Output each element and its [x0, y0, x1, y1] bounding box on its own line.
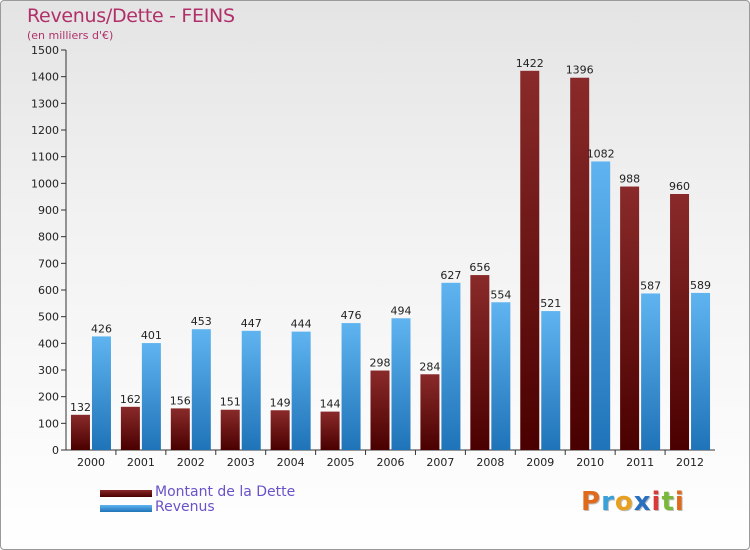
data-label-revenue: 444	[291, 318, 312, 331]
bar-debt	[120, 406, 140, 450]
y-tick-label: 800	[38, 231, 59, 244]
data-label-revenue: 554	[490, 288, 511, 301]
data-label-debt: 144	[320, 398, 341, 411]
y-tick-label: 100	[38, 417, 59, 430]
data-label-revenue: 589	[690, 279, 711, 292]
bar-debt	[420, 374, 440, 450]
bar-revenue	[91, 336, 111, 450]
y-tick-label: 1200	[31, 124, 59, 137]
bar-revenue	[541, 311, 561, 450]
bar-revenue	[191, 329, 211, 450]
y-tick-label: 1100	[31, 151, 59, 164]
logo-letter: i	[674, 487, 685, 517]
y-tick-label: 600	[38, 284, 59, 297]
bar-debt	[220, 409, 240, 450]
y-tick-label: 1400	[31, 71, 59, 84]
y-tick-label: 1000	[31, 177, 59, 190]
y-tick-label: 300	[38, 364, 59, 377]
data-label-debt: 284	[419, 360, 440, 373]
data-label-debt: 656	[469, 261, 490, 274]
y-tick-label: 200	[38, 391, 59, 404]
data-label-debt: 1396	[566, 64, 594, 77]
y-tick-label: 1500	[31, 44, 59, 57]
logo-letter: o	[614, 487, 634, 517]
data-label-revenue: 476	[341, 309, 362, 322]
y-tick-label: 400	[38, 337, 59, 350]
bar-revenue	[591, 161, 611, 450]
data-label-debt: 988	[619, 173, 640, 186]
x-tick-label: 2005	[327, 456, 355, 469]
x-tick-label: 2006	[377, 456, 405, 469]
legend-label-debt: Montant de la Dette	[155, 484, 296, 500]
data-label-debt: 149	[270, 396, 291, 409]
data-label-debt: 132	[70, 401, 91, 414]
bar-revenue	[641, 293, 661, 450]
data-label-revenue: 494	[391, 304, 412, 317]
data-label-revenue: 453	[191, 315, 212, 328]
data-label-revenue: 447	[241, 317, 262, 330]
data-label-debt: 1422	[516, 57, 544, 70]
bar-revenue	[291, 331, 311, 450]
bar-revenue	[241, 330, 261, 450]
bar-revenue	[441, 282, 461, 450]
data-label-revenue: 426	[91, 322, 112, 335]
data-label-debt: 960	[669, 180, 690, 193]
proxiti-logo: Proxiti	[581, 487, 685, 517]
data-label-revenue: 521	[540, 297, 561, 310]
data-label-debt: 156	[170, 394, 191, 407]
x-tick-label: 2009	[526, 456, 554, 469]
bar-revenue	[491, 302, 511, 450]
data-label-debt: 162	[120, 393, 141, 406]
bar-debt	[620, 186, 640, 451]
y-tick-label: 0	[52, 444, 59, 457]
bar-revenue	[141, 343, 161, 450]
legend-swatch-debt	[100, 490, 152, 497]
x-tick-label: 2003	[227, 456, 255, 469]
x-tick-label: 2004	[277, 456, 305, 469]
bar-debt	[670, 194, 690, 450]
x-tick-label: 2011	[626, 456, 654, 469]
bar-debt	[170, 408, 190, 450]
chart-title: Revenus/Dette - FEINS	[27, 5, 235, 27]
x-tick-label: 2002	[177, 456, 205, 469]
bar-debt	[570, 77, 590, 450]
data-label-revenue: 627	[440, 269, 461, 282]
y-tick-label: 900	[38, 204, 59, 217]
bar-debt	[520, 70, 540, 451]
bar-revenue	[391, 318, 411, 450]
y-tick-label: 1300	[31, 97, 59, 110]
x-tick-label: 2008	[476, 456, 504, 469]
bar-debt	[270, 410, 290, 450]
bar-debt	[470, 275, 490, 450]
chart-subtitle: (en milliers d'€)	[27, 29, 114, 42]
logo-letter: P	[581, 487, 602, 517]
x-tick-label: 2007	[426, 456, 454, 469]
x-tick-label: 2010	[576, 456, 604, 469]
bar-revenue	[341, 323, 361, 450]
x-tick-label: 2012	[676, 456, 704, 469]
data-label-revenue: 587	[640, 279, 661, 292]
x-tick-label: 2001	[127, 456, 155, 469]
logo-letter: x	[633, 487, 652, 517]
data-label-debt: 298	[370, 357, 391, 370]
y-tick-label: 700	[38, 257, 59, 270]
logo-letter: r	[601, 487, 615, 517]
bar-debt	[320, 411, 340, 450]
legend-swatch-revenue	[100, 505, 152, 512]
data-label-revenue: 1082	[587, 147, 615, 160]
data-label-revenue: 401	[141, 329, 162, 342]
y-tick-label: 500	[38, 311, 59, 324]
bar-debt	[370, 370, 390, 450]
logo-letter: t	[661, 487, 675, 517]
logo-letter: i	[651, 487, 662, 517]
data-label-debt: 151	[220, 396, 241, 409]
bar-revenue	[691, 292, 711, 450]
bar-debt	[70, 414, 90, 450]
legend-label-revenue: Revenus	[155, 499, 215, 515]
x-tick-label: 2000	[77, 456, 105, 469]
